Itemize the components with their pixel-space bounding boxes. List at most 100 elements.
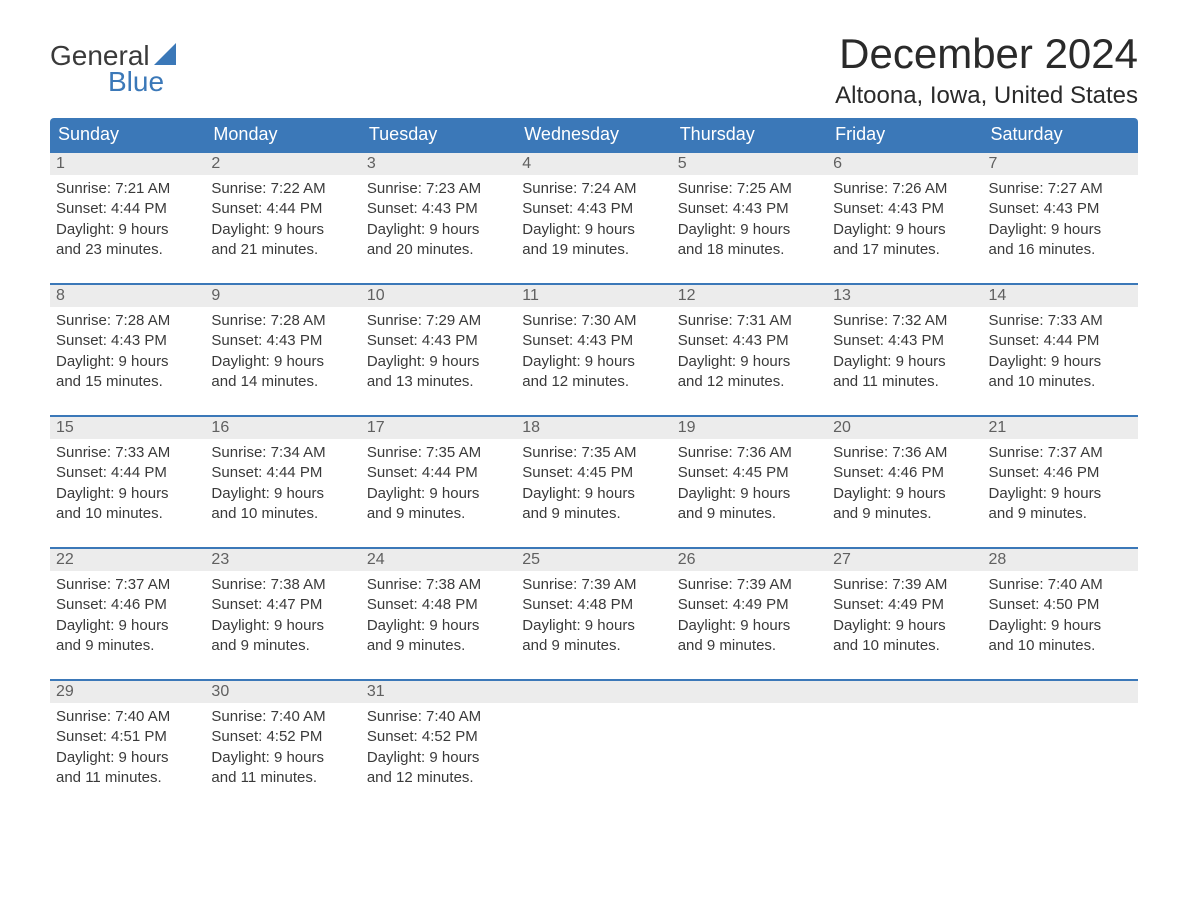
day-number: 17 [361,417,516,439]
day-number: 21 [983,417,1138,439]
week-row: 15 Sunrise: 7:33 AM Sunset: 4:44 PM Dayligh… [50,416,1138,548]
weekday-header: Saturday [983,118,1138,152]
weekday-header: Sunday [50,118,205,152]
day-cell: 20Sunrise: 7:36 AMSunset: 4:46 PMDayligh… [827,416,982,548]
sunrise-text: Sunrise: 7:39 AM [522,575,665,595]
week-row: 29Sunrise: 7:40 AMSunset: 4:51 PMDayligh… [50,680,1138,812]
week-row: 8Sunrise: 7:28 AMSunset: 4:43 PMDaylight… [50,284,1138,416]
sunrise-text: Sunrise: 7:36 AM [678,443,821,463]
daylight-line2: and 11 minutes. [833,372,976,392]
daylight-line2: and 11 minutes. [211,768,354,788]
day-cell: 9Sunrise: 7:28 AMSunset: 4:43 PMDaylight… [205,284,360,416]
daylight-line2: and 10 minutes. [989,636,1132,656]
sunset-text: Sunset: 4:50 PM [989,595,1132,615]
sunrise-text: Sunrise: 7:25 AM [678,179,821,199]
daylight-line2: and 9 minutes. [367,636,510,656]
weekday-header: Monday [205,118,360,152]
day-number: 2 [205,153,360,175]
sunset-text: Sunset: 4:43 PM [678,331,821,351]
sunrise-text: Sunrise: 7:31 AM [678,311,821,331]
day-cell: 28Sunrise: 7:40 AMSunset: 4:50 PMDayligh… [983,548,1138,680]
day-number: 20 [827,417,982,439]
sunrise-text: Sunrise: 7:37 AM [989,443,1132,463]
day-number: 26 [672,549,827,571]
daylight-line2: and 10 minutes. [833,636,976,656]
sunrise-text: Sunrise: 7:34 AM [211,443,354,463]
day-cell [827,680,982,812]
day-cell: 27Sunrise: 7:39 AMSunset: 4:49 PMDayligh… [827,548,982,680]
logo-text-blue: Blue [108,66,182,98]
sunset-text: Sunset: 4:52 PM [367,727,510,747]
day-number: 25 [516,549,671,571]
sunset-text: Sunset: 4:43 PM [522,331,665,351]
sunrise-text: Sunrise: 7:32 AM [833,311,976,331]
day-cell: 31Sunrise: 7:40 AMSunset: 4:52 PMDayligh… [361,680,516,812]
daylight-line1: Daylight: 9 hours [367,616,510,636]
daylight-line2: and 21 minutes. [211,240,354,260]
daylight-line1: Daylight: 9 hours [522,220,665,240]
daylight-line2: and 20 minutes. [367,240,510,260]
daylight-line1: Daylight: 9 hours [211,220,354,240]
daylight-line2: and 9 minutes. [522,504,665,524]
daylight-line2: and 9 minutes. [56,636,199,656]
day-number: 12 [672,285,827,307]
day-number: 15 [50,417,205,439]
header-row: General Blue December 2024 Altoona, Iowa… [50,30,1138,110]
sunset-text: Sunset: 4:43 PM [367,199,510,219]
sunrise-text: Sunrise: 7:37 AM [56,575,199,595]
daylight-line1: Daylight: 9 hours [56,352,199,372]
sunset-text: Sunset: 4:44 PM [211,199,354,219]
sunset-text: Sunset: 4:44 PM [989,331,1132,351]
sunset-text: Sunset: 4:43 PM [833,199,976,219]
day-content: Sunrise: 7:22 AMSunset: 4:44 PMDaylight:… [205,175,360,268]
day-number: 18 [516,417,671,439]
sunrise-text: Sunrise: 7:21 AM [56,179,199,199]
daylight-line1: Daylight: 9 hours [56,220,199,240]
daylight-line2: and 10 minutes. [211,504,354,524]
sunrise-text: Sunrise: 7:35 AM [367,443,510,463]
daylight-line1: Daylight: 9 hours [989,352,1132,372]
sunset-text: Sunset: 4:49 PM [833,595,976,615]
day-cell: 30Sunrise: 7:40 AMSunset: 4:52 PMDayligh… [205,680,360,812]
sunset-text: Sunset: 4:46 PM [56,595,199,615]
day-content: Sunrise: 7:35 AMSunset: 4:44 PMDaylight:… [361,439,516,532]
month-title: December 2024 [835,30,1138,78]
day-content: Sunrise: 7:38 AMSunset: 4:48 PMDaylight:… [361,571,516,664]
day-cell: 19Sunrise: 7:36 AMSunset: 4:45 PMDayligh… [672,416,827,548]
daylight-line1: Daylight: 9 hours [678,616,821,636]
sunrise-text: Sunrise: 7:40 AM [56,707,199,727]
sunset-text: Sunset: 4:44 PM [56,199,199,219]
daylight-line2: and 18 minutes. [678,240,821,260]
daylight-line2: and 12 minutes. [678,372,821,392]
sunset-text: Sunset: 4:44 PM [211,463,354,483]
day-number: 23 [205,549,360,571]
day-cell: 5Sunrise: 7:25 AMSunset: 4:43 PMDaylight… [672,152,827,284]
daylight-line2: and 14 minutes. [211,372,354,392]
daylight-line2: and 13 minutes. [367,372,510,392]
day-content: Sunrise: 7:28 AMSunset: 4:43 PMDaylight:… [205,307,360,400]
sunset-text: Sunset: 4:43 PM [367,331,510,351]
daylight-line2: and 12 minutes. [522,372,665,392]
day-content: Sunrise: 7:27 AMSunset: 4:43 PMDaylight:… [983,175,1138,268]
daylight-line1: Daylight: 9 hours [989,616,1132,636]
daylight-line1: Daylight: 9 hours [367,748,510,768]
day-content: Sunrise: 7:40 AMSunset: 4:50 PMDaylight:… [983,571,1138,664]
day-cell: 16Sunrise: 7:34 AMSunset: 4:44 PMDayligh… [205,416,360,548]
sunset-text: Sunset: 4:48 PM [522,595,665,615]
calendar-table: Sunday Monday Tuesday Wednesday Thursday… [50,118,1138,812]
day-cell: 15Sunrise: 7:33 AMSunset: 4:44 PMDayligh… [50,416,205,548]
sunrise-text: Sunrise: 7:24 AM [522,179,665,199]
daylight-line1: Daylight: 9 hours [833,484,976,504]
day-content: Sunrise: 7:35 AMSunset: 4:45 PMDaylight:… [516,439,671,532]
day-cell: 12Sunrise: 7:31 AMSunset: 4:43 PMDayligh… [672,284,827,416]
day-number: 1 [50,153,205,175]
day-number: 27 [827,549,982,571]
daylight-line1: Daylight: 9 hours [56,748,199,768]
sunrise-text: Sunrise: 7:33 AM [56,443,199,463]
day-content: Sunrise: 7:36 AMSunset: 4:45 PMDaylight:… [672,439,827,532]
sunset-text: Sunset: 4:44 PM [367,463,510,483]
daylight-line1: Daylight: 9 hours [56,484,199,504]
day-cell: 17Sunrise: 7:35 AMSunset: 4:44 PMDayligh… [361,416,516,548]
day-number: 28 [983,549,1138,571]
day-number: 24 [361,549,516,571]
